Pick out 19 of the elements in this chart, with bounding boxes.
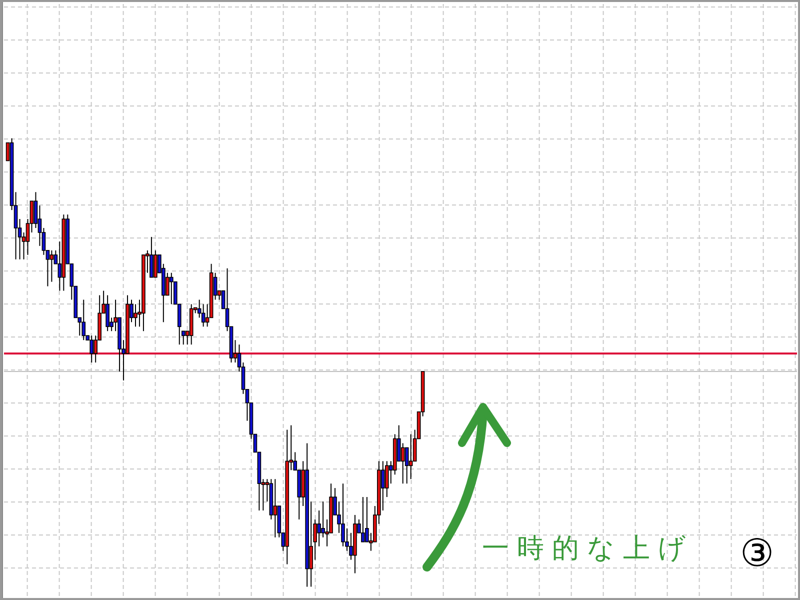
candlestick [106, 294, 110, 332]
candlestick [150, 236, 154, 278]
candlestick [404, 447, 409, 484]
candlestick [50, 250, 54, 282]
candlestick [408, 434, 413, 480]
candlestick [134, 304, 138, 328]
candlestick [201, 304, 206, 328]
candlestick [90, 335, 94, 363]
candlestick [361, 496, 365, 542]
text: 一時的な上げ [482, 533, 694, 564]
candlestick [170, 272, 174, 305]
candlestick [154, 250, 158, 278]
text: ③ [740, 531, 774, 575]
candlestick [400, 442, 405, 484]
candlestick [341, 483, 345, 547]
candlestick [273, 478, 278, 538]
candlestick [197, 299, 202, 318]
candlestick [82, 299, 86, 341]
candlestick [181, 330, 186, 346]
